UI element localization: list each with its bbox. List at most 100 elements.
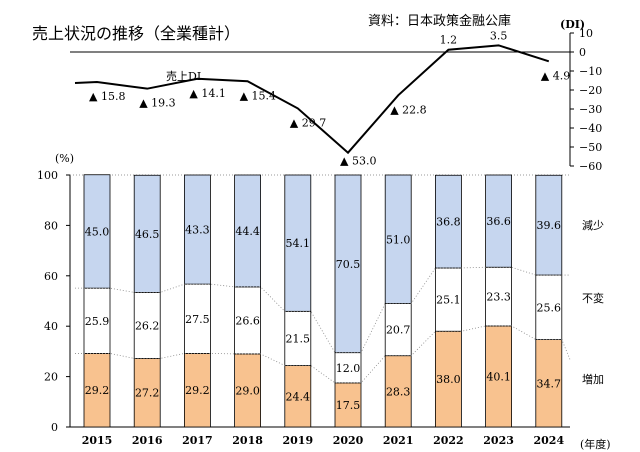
di-value-label: 3.5 <box>490 29 508 42</box>
year-axis-label: (年度) <box>580 438 611 451</box>
di-y-tick-label: −30 <box>579 103 602 116</box>
di-line <box>74 44 550 155</box>
bar-value-label: 26.6 <box>235 314 260 327</box>
bar-value-label: 51.0 <box>386 233 411 246</box>
di-value-label: ▲ 15.8 <box>89 90 125 103</box>
chart-title: 売上状況の推移（全業種計） <box>32 24 241 43</box>
di-y-tick-label: −10 <box>579 65 602 78</box>
x-tick-label: 2021 <box>383 434 414 447</box>
bar-segment-unchanged <box>83 287 111 354</box>
source-note: 資料：日本政策金融公庫 <box>368 14 512 29</box>
bar-value-label: 36.6 <box>486 215 511 228</box>
di-y-tick-label: −40 <box>579 122 602 135</box>
pct-y-tick-label: 20 <box>44 371 58 384</box>
bar-segment-unchanged <box>535 274 563 340</box>
di-axis-label: (DI) <box>560 18 586 31</box>
bar-value-label: 17.5 <box>336 399 361 412</box>
bar-value-label: 29.2 <box>85 384 110 397</box>
pct-y-tick-label: 0 <box>51 421 58 434</box>
x-tick-label: 2022 <box>433 434 464 447</box>
bar-segment-decrease <box>183 174 211 285</box>
bar-value-label: 27.2 <box>135 387 160 400</box>
pct-y-tick-label: 40 <box>44 320 58 333</box>
bar-value-label: 20.7 <box>386 324 411 337</box>
bar-value-label: 21.5 <box>286 332 311 345</box>
bar-segment-unchanged <box>485 266 513 327</box>
bar-value-label: 40.1 <box>486 370 511 383</box>
di-value-label: ▲ 53.0 <box>340 155 376 168</box>
di-y-tick-label: 10 <box>579 27 593 40</box>
di-y-tick-label: −60 <box>579 160 602 173</box>
bar-value-label: 26.2 <box>135 319 160 332</box>
bar-value-label: 25.1 <box>436 294 461 307</box>
bar-value-label: 25.6 <box>537 301 562 314</box>
bar-value-label: 25.9 <box>85 315 110 328</box>
connector-line <box>75 266 570 354</box>
bar-value-label: 29.2 <box>185 384 210 397</box>
x-tick-label: 2017 <box>182 434 213 447</box>
di-y-tick-label: 0 <box>579 46 586 59</box>
bar-segment-unchanged <box>384 303 412 357</box>
bar-value-label: 28.3 <box>386 385 411 398</box>
bar-segment-decrease <box>535 174 563 276</box>
x-tick-label: 2015 <box>82 434 113 447</box>
bar-value-label: 70.5 <box>336 258 361 271</box>
bar-value-label: 38.0 <box>436 373 461 386</box>
bar-segment-decrease <box>485 174 513 268</box>
bar-value-label: 36.8 <box>436 216 461 229</box>
bar-value-label: 39.6 <box>537 219 562 232</box>
x-tick-label: 2016 <box>132 434 163 447</box>
bar-segment-unchanged <box>183 283 211 354</box>
bar-value-label: 23.3 <box>486 291 511 304</box>
bar-segment-decrease <box>384 174 412 304</box>
bar-value-label: 45.0 <box>85 225 110 238</box>
bar-segment-increase <box>83 353 111 428</box>
di-value-label: 1.2 <box>440 34 458 47</box>
bar-segment-decrease <box>434 174 462 269</box>
bar-segment-unchanged <box>334 352 362 384</box>
bar-segment-decrease <box>83 174 111 289</box>
connector-line <box>75 325 571 384</box>
legend-decrease: 減少 <box>582 219 604 232</box>
bar-value-label: 46.5 <box>135 228 160 241</box>
percent-axis-label: (%) <box>55 152 75 165</box>
bar-segment-increase <box>384 355 412 428</box>
bar-segment-increase <box>284 365 312 428</box>
bar-value-label: 43.3 <box>185 224 210 237</box>
di-value-label: ▲ 4.9 <box>541 69 570 82</box>
bar-segment-unchanged <box>133 292 161 359</box>
pct-y-tick-label: 100 <box>37 169 58 182</box>
x-tick-label: 2020 <box>333 434 364 447</box>
x-tick-label: 2024 <box>533 434 564 447</box>
bar-value-label: 54.1 <box>286 237 311 250</box>
pct-y-tick-label: 80 <box>44 219 58 232</box>
bar-segment-unchanged <box>234 286 262 355</box>
bar-segment-increase <box>133 358 161 428</box>
bar-value-label: 34.7 <box>537 377 562 390</box>
di-value-label: ▲ 22.8 <box>390 103 426 116</box>
di-y-tick-label: −50 <box>579 141 602 154</box>
bar-value-label: 27.5 <box>185 313 210 326</box>
bar-value-label: 44.4 <box>235 225 260 238</box>
bar-segment-increase <box>234 353 262 428</box>
di-value-label: ▲ 29.7 <box>290 116 326 129</box>
legend-increase: 増加 <box>582 373 604 386</box>
bar-segment-decrease <box>334 174 362 354</box>
bar-segment-unchanged <box>284 310 312 366</box>
bar-segment-increase <box>535 339 563 428</box>
di-y-tick-label: −20 <box>579 84 602 97</box>
x-tick-label: 2018 <box>232 434 263 447</box>
bar-value-label: 12.0 <box>336 362 361 375</box>
x-tick-label: 2023 <box>483 434 514 447</box>
legend-unchanged: 不変 <box>582 292 604 305</box>
x-tick-label: 2019 <box>282 434 313 447</box>
di-value-label: ▲ 14.1 <box>189 87 225 100</box>
di-value-label: ▲ 19.3 <box>139 97 175 110</box>
bar-segment-decrease <box>234 174 262 288</box>
pct-y-tick-label: 60 <box>44 270 58 283</box>
bar-value-label: 29.0 <box>235 384 260 397</box>
di-value-label: ▲ 15.4 <box>240 89 276 102</box>
bar-value-label: 24.4 <box>286 390 311 403</box>
